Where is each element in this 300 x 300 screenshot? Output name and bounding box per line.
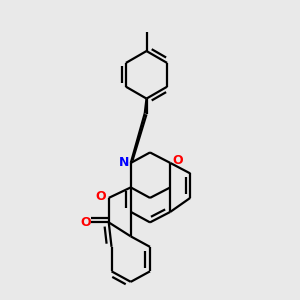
Text: O: O xyxy=(80,216,91,229)
Text: O: O xyxy=(96,190,106,203)
Text: O: O xyxy=(173,154,183,166)
Text: N: N xyxy=(119,156,130,170)
